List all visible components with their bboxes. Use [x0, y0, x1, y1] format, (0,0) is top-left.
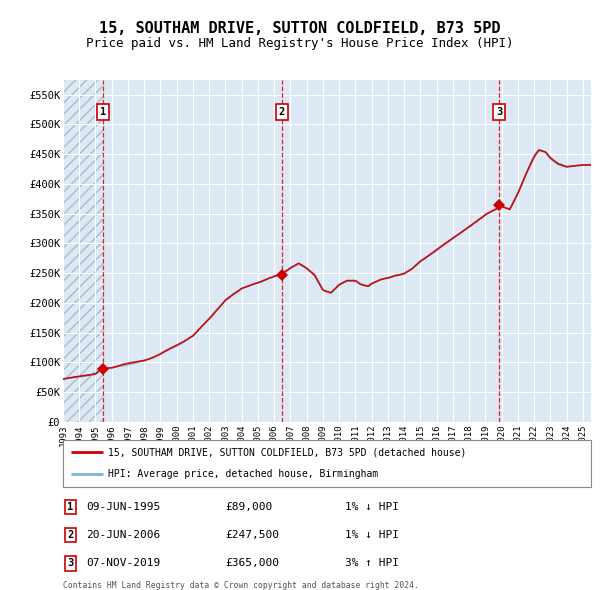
Text: 2: 2: [67, 530, 73, 540]
Bar: [63, 80, 103, 422]
Text: 1% ↓ HPI: 1% ↓ HPI: [345, 530, 399, 540]
Text: Price paid vs. HM Land Registry's House Price Index (HPI): Price paid vs. HM Land Registry's House …: [86, 37, 514, 50]
Text: £89,000: £89,000: [225, 502, 272, 512]
Text: £247,500: £247,500: [225, 530, 279, 540]
Text: 2: 2: [279, 107, 285, 117]
Text: 3: 3: [496, 107, 502, 117]
Text: 15, SOUTHAM DRIVE, SUTTON COLDFIELD, B73 5PD (detached house): 15, SOUTHAM DRIVE, SUTTON COLDFIELD, B73…: [108, 447, 466, 457]
FancyBboxPatch shape: [63, 440, 591, 487]
Text: 15, SOUTHAM DRIVE, SUTTON COLDFIELD, B73 5PD: 15, SOUTHAM DRIVE, SUTTON COLDFIELD, B73…: [99, 21, 501, 35]
Text: £365,000: £365,000: [225, 559, 279, 568]
Text: 1% ↓ HPI: 1% ↓ HPI: [345, 502, 399, 512]
Text: HPI: Average price, detached house, Birmingham: HPI: Average price, detached house, Birm…: [108, 469, 378, 479]
Text: 1: 1: [67, 502, 73, 512]
Text: 20-JUN-2006: 20-JUN-2006: [86, 530, 160, 540]
Text: 09-JUN-1995: 09-JUN-1995: [86, 502, 160, 512]
Text: 3: 3: [67, 559, 73, 568]
Text: Contains HM Land Registry data © Crown copyright and database right 2024.: Contains HM Land Registry data © Crown c…: [63, 581, 419, 589]
Text: 3% ↑ HPI: 3% ↑ HPI: [345, 559, 399, 568]
Text: 1: 1: [100, 107, 106, 117]
Text: 07-NOV-2019: 07-NOV-2019: [86, 559, 160, 568]
